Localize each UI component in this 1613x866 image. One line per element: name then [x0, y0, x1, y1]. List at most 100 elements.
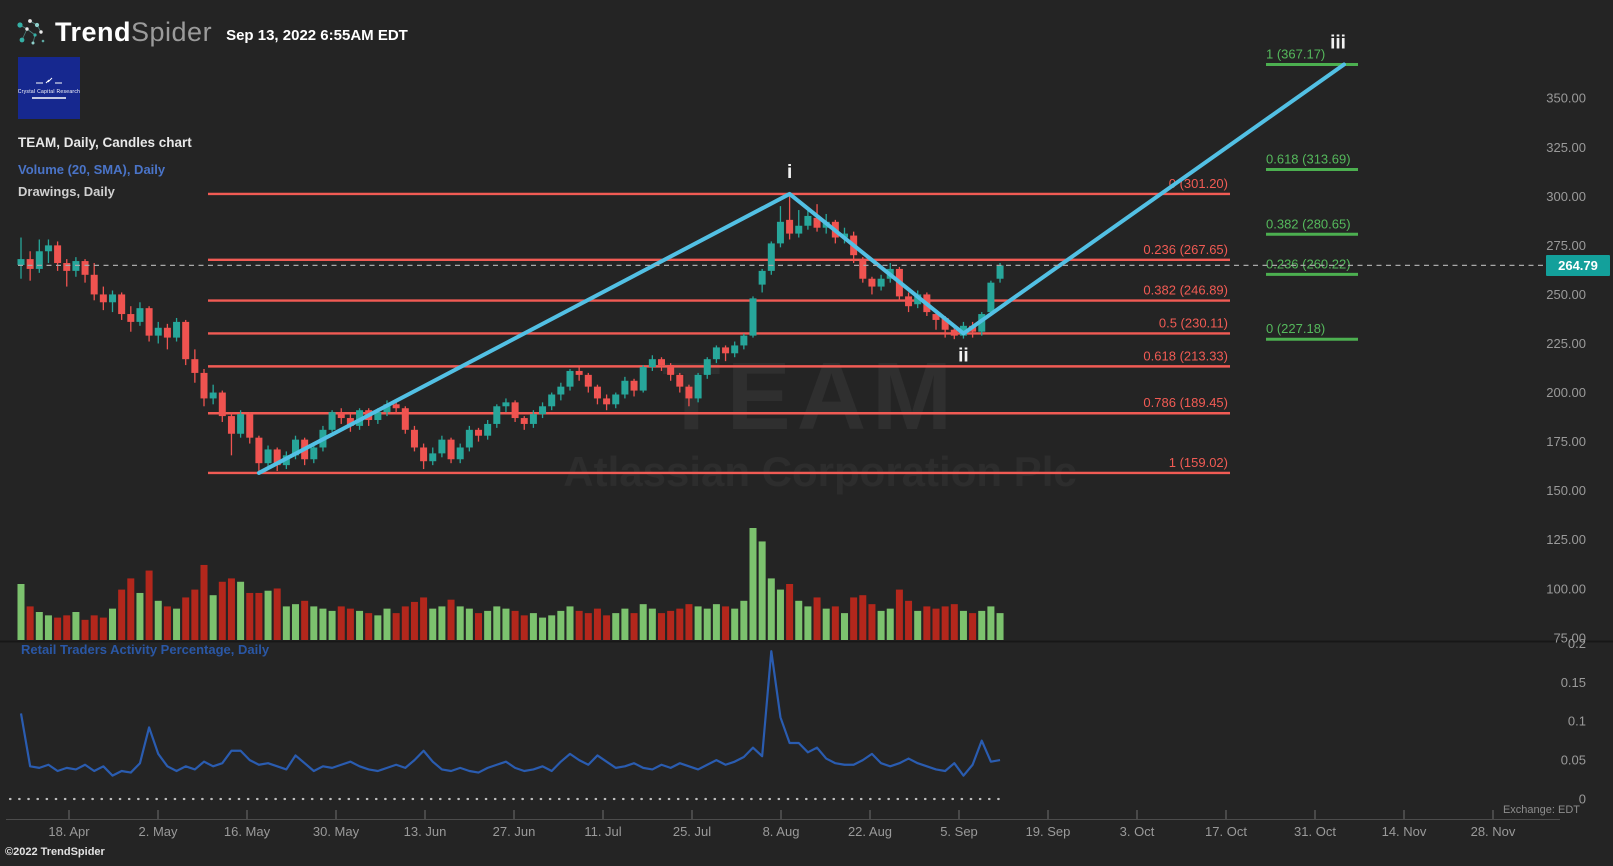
fib-retracement-drawing[interactable]: 0 (301.20)0.236 (267.65)0.382 (246.89)0.…	[208, 176, 1230, 475]
volume-bar	[383, 608, 391, 640]
candle-body	[447, 439, 455, 460]
brand-wordmark-light: Spider	[131, 16, 213, 47]
candle-body	[154, 327, 162, 336]
volume-bar	[712, 604, 720, 640]
candle-body	[877, 278, 885, 287]
legend-drawings[interactable]: Drawings, Daily	[18, 184, 115, 199]
user-logo-caption: Crystal Capital Research	[17, 89, 81, 95]
price-axis[interactable]: 350.00 325.00 300.00 275.00 250.00 225.00 200.…	[1546, 91, 1586, 646]
candle-body	[767, 243, 775, 271]
volume-bar	[90, 615, 98, 640]
volume-bar	[795, 600, 803, 640]
candle-body	[703, 359, 711, 375]
volume-bar	[163, 606, 171, 640]
time-axis-label: 8. Aug	[763, 824, 800, 839]
volume-bar	[456, 606, 464, 640]
user-logo-mark-icon	[36, 77, 62, 84]
legend-volume-indicator[interactable]: Volume (20, SMA), Daily	[18, 162, 166, 177]
fib-extension-drawing[interactable]: 1 (367.17) 0.618 (313.69) 0.382 (280.65) 0.…	[1266, 47, 1358, 341]
volume-bar	[914, 610, 922, 640]
candle-body	[612, 394, 620, 405]
volume-bar	[356, 610, 364, 640]
volume-bar	[859, 595, 867, 640]
volume-bar	[593, 608, 601, 640]
fib-extension-label: 0.382 (280.65)	[1266, 216, 1351, 231]
price-axis-label: 75.00	[1553, 630, 1586, 645]
candle-body	[813, 217, 821, 228]
time-axis-label: 27. Jun	[493, 824, 536, 839]
candle-body	[593, 386, 601, 399]
candle-body	[438, 439, 446, 454]
candle-body	[996, 265, 1004, 279]
candle-body	[520, 418, 528, 424]
volume-bar	[17, 584, 25, 640]
candle-body	[429, 453, 437, 462]
volume-bar	[392, 613, 400, 640]
candle-body	[749, 298, 757, 336]
last-price-badge: 264.79	[1546, 255, 1610, 276]
volume-bar	[182, 597, 190, 640]
volume-bar	[630, 613, 638, 640]
candle-body	[200, 372, 208, 399]
time-axis-label: 31. Oct	[1294, 824, 1336, 839]
volume-bar	[758, 541, 766, 640]
candle-body	[163, 327, 171, 338]
volume-bar	[841, 613, 848, 640]
time-axis-label: 28. Nov	[1471, 824, 1516, 839]
time-axis-label: 13. Jun	[404, 824, 447, 839]
volume-bar	[529, 613, 537, 640]
volume-bar	[81, 619, 89, 640]
candle-body	[740, 335, 748, 346]
candle-body	[420, 447, 428, 462]
candle-body	[90, 274, 98, 295]
volume-bar	[429, 608, 437, 640]
time-axis-label: 19. Sep	[1026, 824, 1071, 839]
candle-body	[63, 263, 71, 271]
candle-body	[584, 374, 592, 387]
volume-bar	[648, 608, 656, 640]
retail-axis[interactable]: 0.2 0.15 0.1 0.05 0	[1561, 636, 1586, 807]
volume-bar	[191, 589, 199, 640]
volume-bar	[374, 615, 382, 640]
volume-bar	[667, 610, 675, 640]
candle-body	[182, 321, 190, 360]
candle-body	[191, 359, 199, 373]
volume-bar	[987, 606, 995, 640]
retail-axis-label: 0	[1579, 792, 1586, 807]
candle-body	[694, 374, 702, 399]
retail-panel-title[interactable]: Retail Traders Activity Percentage, Dail…	[21, 642, 270, 657]
time-axis-label: 5. Sep	[940, 824, 978, 839]
user-logo-bar	[32, 97, 66, 99]
volume-bar	[173, 608, 181, 640]
volume-bar	[127, 578, 135, 640]
candle-body	[475, 429, 482, 436]
candle-body	[227, 416, 235, 434]
volume-bar	[99, 617, 107, 640]
candle-body	[136, 308, 144, 322]
candle-body	[237, 414, 245, 434]
candle-body	[932, 314, 940, 320]
volume-bar	[996, 613, 1004, 640]
volume-bar	[584, 613, 592, 640]
volume-bar	[978, 610, 986, 640]
volume-bar	[786, 584, 794, 640]
retail-activity-line	[19, 650, 1001, 777]
candle-body	[273, 449, 281, 466]
volume-bar	[950, 604, 958, 640]
candle-body	[630, 380, 638, 391]
time-axis-label: 14. Nov	[1382, 824, 1427, 839]
volume-bar	[301, 600, 309, 640]
volume-bar	[868, 604, 876, 640]
volume-bar	[282, 606, 290, 640]
legend-symbol-line[interactable]: TEAM, Daily, Candles chart	[18, 135, 192, 150]
volume-bar	[831, 606, 839, 640]
price-axis-label: 300.00	[1546, 189, 1586, 204]
elliott-wave-line	[256, 62, 1346, 475]
candle-body	[603, 398, 611, 405]
time-axis[interactable]: 18. Apr 2. May 16. May 30. May 13. Jun 27. Ju…	[6, 810, 1560, 839]
candle-body	[17, 259, 25, 265]
candle-body	[868, 278, 876, 287]
time-axis-label: 25. Jul	[673, 824, 711, 839]
